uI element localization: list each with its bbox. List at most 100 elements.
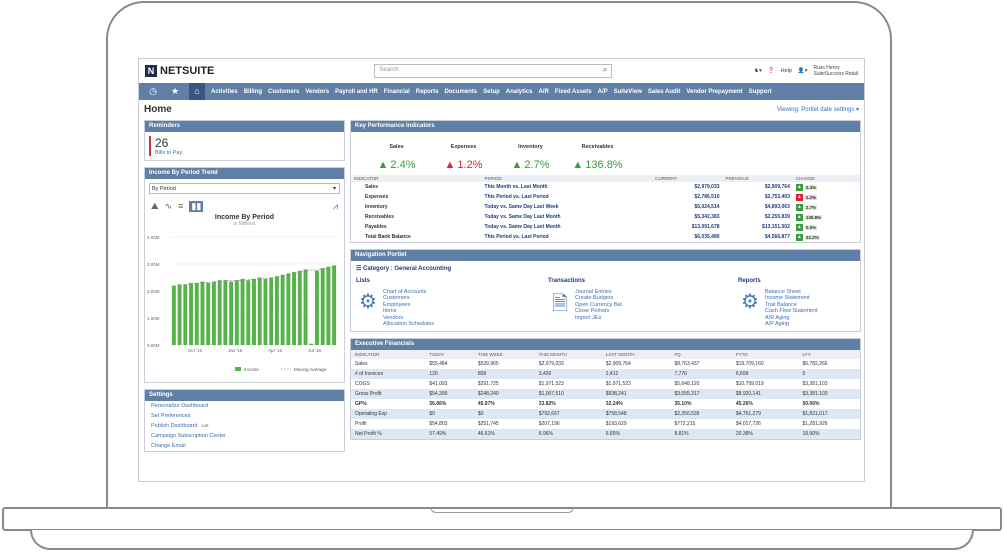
kpi-indicator[interactable]: Sales — [365, 184, 379, 190]
settings-link[interactable]: Personalize Dashboard — [145, 401, 344, 411]
nav-item-reports[interactable]: Reports — [415, 88, 439, 95]
exec-column-header[interactable]: INDICATOR — [351, 350, 426, 360]
kpi-period[interactable]: Today vs. Same Day Last Month — [484, 224, 561, 230]
nav-item-activities[interactable]: Activities — [211, 88, 238, 95]
kpi-previous[interactable]: $2,255,839 — [764, 214, 790, 220]
category-selector[interactable]: ☰ Category : General Accounting — [356, 266, 452, 272]
kpi-indicator[interactable]: Receivables — [365, 214, 394, 220]
nav-link-customers[interactable]: Customers — [383, 295, 410, 302]
kpi-current[interactable]: $6,035,480 — [694, 234, 720, 240]
period-select[interactable]: By Period ▾ — [149, 183, 340, 194]
kpi-current[interactable]: $5,024,514 — [694, 204, 720, 210]
kpi-column-header[interactable]: CURRENT — [652, 175, 723, 182]
nav-item-a-r[interactable]: A/R — [538, 88, 549, 95]
kpi-period[interactable]: Today vs. Same Day Last Month — [484, 214, 561, 220]
nav-item-vendor-prepayment[interactable]: Vendor Prepayment — [686, 88, 743, 95]
settings-link[interactable]: Change Email — [145, 441, 344, 451]
nav-link-allocation-schedules[interactable]: Allocation Schedules — [383, 321, 435, 328]
help-icon[interactable]: ❓ — [767, 68, 775, 74]
exec-column-header[interactable]: LFY — [798, 350, 860, 360]
nav-item-analytics[interactable]: Analytics — [505, 88, 533, 95]
kpi-previous[interactable]: $4,566,877 — [764, 234, 790, 240]
nav-item-fixed-assets[interactable]: Fixed Assets — [554, 88, 592, 95]
kpi-indicator[interactable]: Total Bank Balance — [365, 234, 411, 240]
kpi-indicator[interactable]: Expenses — [365, 194, 389, 200]
nav-link-employees[interactable]: Employees — [383, 301, 411, 308]
home-icon[interactable]: ⌂ — [189, 83, 205, 100]
line-chart-icon[interactable]: ∿ — [164, 200, 173, 211]
kpi-current[interactable]: $2,979,033 — [694, 184, 720, 190]
nav-link-journal-entries[interactable]: Journal Entries — [575, 289, 612, 295]
kpi-current[interactable]: $13,091,678 — [691, 224, 720, 230]
bar — [286, 273, 291, 345]
nav-link-balance-sheet[interactable]: Balance Sheet — [765, 289, 801, 295]
search-input[interactable]: Search ⌕ — [374, 64, 613, 78]
recent-records-icon[interactable]: ♞▾ — [754, 68, 762, 74]
kpi-indicator[interactable]: Inventory — [365, 204, 388, 210]
reminder-item[interactable]: 26 Bills to Pay — [145, 132, 344, 160]
kpi-period[interactable]: Today vs. Same Day Last Week — [484, 204, 559, 210]
help-link[interactable]: Help — [780, 68, 792, 74]
kpi-indicator[interactable]: Payables — [365, 224, 387, 230]
nav-item-sales-audit[interactable]: Sales Audit — [647, 88, 681, 95]
kpi-period[interactable]: This Month vs. Last Month — [484, 184, 548, 190]
kpi-period[interactable]: This Period vs. Last Period — [484, 234, 549, 240]
nav-item-support[interactable]: Support — [748, 88, 772, 95]
kpi-current[interactable]: $5,342,383 — [694, 214, 720, 220]
nav-link-open-currency-bal[interactable]: Open Currency Bal — [575, 301, 622, 308]
kpi-previous[interactable]: $2,753,493 — [764, 194, 790, 200]
reminder-label[interactable]: Bills to Pay — [155, 150, 183, 156]
nav-link-a-r-aging[interactable]: A/R Aging — [765, 314, 790, 321]
nav-link-import-jes[interactable]: Import JEs — [575, 314, 602, 321]
kpi-column-header[interactable]: PREVIOUS — [722, 175, 793, 182]
settings-link[interactable]: Publish Dashboard List — [145, 421, 344, 431]
nav-item-vendors[interactable]: Vendors — [305, 88, 330, 95]
exec-column-header[interactable]: THIS MONTH — [534, 350, 602, 360]
nav-item-customers[interactable]: Customers — [268, 88, 300, 95]
area-chart-icon[interactable]: ⛰ — [151, 200, 159, 211]
favorites-icon[interactable]: ★ — [170, 86, 180, 96]
kpi-column-header[interactable]: INDICATOR — [351, 175, 482, 182]
nav-item-financial[interactable]: Financial — [383, 88, 410, 95]
nav-item-suiteview[interactable]: SuiteView — [613, 88, 642, 95]
trend-chart-icon[interactable]: ⩘ — [332, 200, 338, 211]
portlet-date-settings[interactable]: Viewing: Portlet date settings ▾ — [777, 106, 859, 113]
user-menu[interactable]: Russ Henry SuiteSuccess Retail — [814, 65, 858, 77]
arrow-up-icon: ▲ — [795, 183, 803, 191]
settings-link[interactable]: Campaign Subscription Center — [145, 431, 344, 441]
exec-column-header[interactable]: THIS WEEK — [473, 350, 535, 360]
exec-column-header[interactable]: TODAY — [425, 350, 474, 360]
exec-column-header[interactable]: LAST MONTH — [601, 350, 671, 360]
kpi-period[interactable]: This Period vs. Last Period — [484, 194, 549, 200]
nav-link-trial-balance[interactable]: Trial Balance — [765, 301, 797, 308]
search-icon[interactable]: ⌕ — [602, 65, 608, 74]
kpi-previous[interactable]: $4,893,063 — [764, 204, 790, 210]
nav-link-chart-of-accounts[interactable]: Chart of Accounts — [383, 289, 427, 295]
exec-column-header[interactable]: FQ — [670, 350, 732, 360]
nav-item-documents[interactable]: Documents — [444, 88, 478, 95]
kpi-previous[interactable]: $2,909,764 — [764, 184, 790, 190]
settings-list-tag[interactable]: List — [201, 423, 209, 428]
nav-link-create-budgets[interactable]: Create Budgets — [575, 295, 614, 302]
recent-icon[interactable]: ◷ — [149, 86, 157, 96]
nav-link-a-p-aging[interactable]: A/P Aging — [765, 321, 790, 328]
kpi-previous[interactable]: $13,151,502 — [762, 224, 790, 230]
kpi-column-header[interactable]: CHANGE — [792, 175, 860, 182]
nav-item-setup[interactable]: Setup — [483, 88, 500, 95]
nav-link-cash-flow-statement[interactable]: Cash Flow Statement — [765, 308, 818, 315]
nav-item-a-p[interactable]: A/P — [597, 88, 608, 95]
settings-link[interactable]: Set Preferences — [145, 411, 344, 421]
kpi-column-header[interactable]: PERIOD — [481, 175, 653, 182]
nav-link-vendors[interactable]: Vendors — [383, 314, 404, 321]
nav-link-income-statement[interactable]: Income Statement — [765, 295, 810, 302]
nav-link-items[interactable]: Items — [383, 308, 397, 315]
exec-column-header[interactable]: FYTD — [731, 350, 799, 360]
kpi-current[interactable]: $2,786,510 — [694, 194, 720, 200]
nav-item-billing[interactable]: Billing — [243, 88, 263, 95]
logo[interactable]: N NETSUITE — [145, 65, 214, 77]
nav-link-close-periods[interactable]: Close Periods — [575, 308, 610, 315]
nav-item-payroll-and-hr[interactable]: Payroll and HR — [335, 88, 378, 95]
user-icon[interactable]: 👤▾ — [797, 68, 808, 74]
bar-chart-icon[interactable]: ▮▮ — [189, 200, 204, 212]
hbar-chart-icon[interactable]: ≡ — [178, 201, 184, 211]
